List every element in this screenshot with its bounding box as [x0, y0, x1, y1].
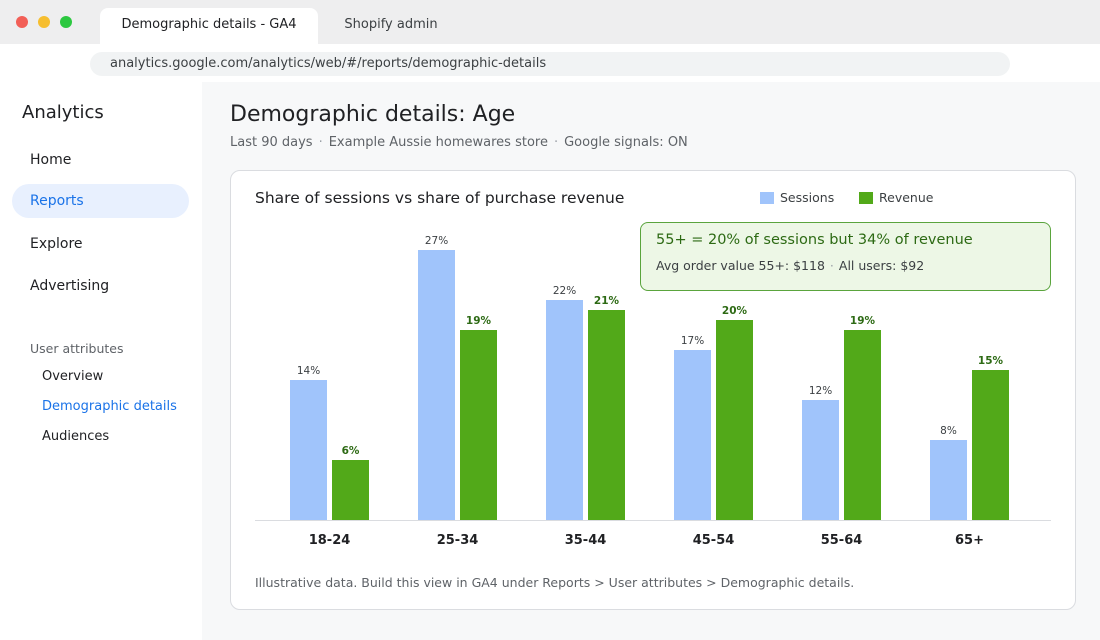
bar-sessions-35-44[interactable] — [546, 300, 583, 520]
chart-title: Share of sessions vs share of purchase r… — [255, 189, 625, 207]
bar-sessions-55-64[interactable] — [802, 400, 839, 520]
data-label-sessions-18-24: 14% — [297, 365, 320, 377]
callout-aov-55plus: Avg order value 55+: $118 — [656, 258, 825, 273]
window-close-button[interactable] — [16, 16, 28, 28]
callout-detail: Avg order value 55+: $118 · All users: $92 — [656, 258, 924, 273]
legend-swatch-revenue — [859, 191, 873, 204]
data-label-revenue-45-54: 20% — [722, 305, 748, 317]
bar-revenue-45-54[interactable] — [716, 320, 753, 520]
subnav-item-audiences[interactable]: Audiences — [42, 429, 110, 444]
x-tick-label-35-44: 35-44 — [565, 533, 607, 548]
data-label-revenue-18-24: 6% — [342, 445, 360, 457]
bar-chart: 14% 6% 18-24 27% 19% 25-34 22% 21% 35-44 17% 20% 45… — [255, 235, 1051, 548]
subnav-item-overview[interactable]: Overview — [42, 369, 104, 384]
meta-separator: · — [318, 135, 323, 150]
data-label-revenue-55-64: 19% — [850, 315, 876, 327]
chart-card: 14% 6% 18-24 27% 19% 25-34 22% 21% 35-44 17% 20% 45… — [230, 170, 1076, 610]
date-range[interactable]: Last 90 days — [230, 135, 313, 150]
nav-item-reports[interactable]: Reports — [12, 184, 189, 218]
address-bar[interactable]: analytics.google.com/analytics/web/#/rep… — [90, 52, 1010, 76]
data-label-revenue-35-44: 21% — [594, 295, 620, 307]
data-label-sessions-65+: 8% — [940, 425, 957, 437]
bar-revenue-25-34[interactable] — [460, 330, 497, 520]
legend-label-sessions: Sessions — [780, 190, 835, 205]
legend-item-revenue: Revenue — [859, 190, 933, 205]
data-label-revenue-25-34: 19% — [466, 315, 492, 327]
insight-callout: 55+ = 20% of sessions but 34% of revenue… — [640, 222, 1051, 291]
data-label-sessions-45-54: 17% — [681, 335, 704, 347]
x-tick-label-65+: 65+ — [955, 533, 984, 548]
x-tick-label-45-54: 45-54 — [693, 533, 735, 548]
browser-tab-bar: Demographic details - GA4 Shopify admin — [0, 0, 1100, 44]
bar-sessions-18-24[interactable] — [290, 380, 327, 520]
address-bar-area: analytics.google.com/analytics/web/#/rep… — [0, 44, 1100, 82]
property-name: Example Aussie homewares store — [328, 135, 548, 150]
page-meta: Last 90 days · Example Aussie homewares st… — [230, 135, 688, 150]
data-label-sessions-35-44: 22% — [553, 285, 576, 297]
page-title: Demographic details: Age — [230, 102, 516, 127]
nav-item-advertising[interactable]: Advertising — [30, 278, 110, 294]
x-tick-label-18-24: 18-24 — [309, 533, 351, 548]
x-tick-label-25-34: 25-34 — [437, 533, 479, 548]
main-content: Demographic details: Age Last 90 days · Ex… — [202, 82, 1100, 640]
data-label-sessions-55-64: 12% — [809, 385, 832, 397]
legend-swatch-sessions — [760, 191, 774, 204]
legend-item-sessions: Sessions — [760, 190, 834, 205]
callout-separator: · — [829, 258, 834, 273]
bar-revenue-18-24[interactable] — [332, 460, 369, 520]
bar-revenue-55-64[interactable] — [844, 330, 881, 520]
bar-sessions-45-54[interactable] — [674, 350, 711, 520]
section-title-user-attributes: User attributes — [30, 341, 124, 356]
data-label-revenue-65+: 15% — [978, 355, 1004, 367]
bar-sessions-25-34[interactable] — [418, 250, 455, 520]
nav-item-explore[interactable]: Explore — [30, 236, 83, 252]
signals-status: Google signals: ON — [564, 135, 688, 150]
callout-headline: 55+ = 20% of sessions but 34% of revenue — [656, 232, 973, 248]
window-maximize-button[interactable] — [60, 16, 72, 28]
x-tick-label-55-64: 55-64 — [821, 533, 863, 548]
callout-aov-all: All users: $92 — [838, 258, 925, 273]
nav-item-home[interactable]: Home — [30, 152, 72, 168]
app-brand: Analytics — [22, 102, 104, 123]
browser-tab-shopify[interactable]: Shopify admin — [344, 17, 438, 32]
chart-footnote: Illustrative data. Build this view in GA… — [255, 575, 855, 590]
bar-revenue-65+[interactable] — [972, 370, 1009, 520]
browser-tab-ga4[interactable]: Demographic details - GA4 — [100, 8, 318, 44]
sidebar: Analytics Home Reports Explore Advertisi… — [0, 82, 202, 640]
bar-revenue-35-44[interactable] — [588, 310, 625, 520]
subnav-item-demographic-details[interactable]: Demographic details — [42, 399, 177, 414]
bar-sessions-65+[interactable] — [930, 440, 967, 520]
meta-separator: · — [553, 135, 559, 150]
legend-label-revenue: Revenue — [879, 190, 934, 205]
window-minimize-button[interactable] — [38, 16, 50, 28]
data-label-sessions-25-34: 27% — [425, 235, 448, 247]
